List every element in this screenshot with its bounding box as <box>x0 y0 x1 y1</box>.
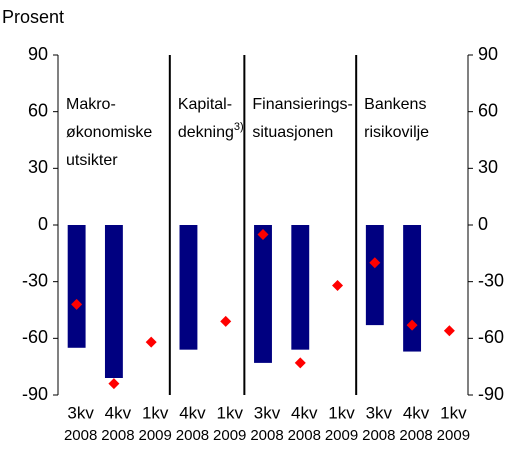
y2-tick-label: 60 <box>478 100 498 120</box>
x-tick-label-year: 2008 <box>288 427 321 444</box>
group-label: situasjonen <box>252 124 333 141</box>
y-tick-label: 30 <box>28 157 48 177</box>
y-tick-label: 90 <box>28 44 48 64</box>
diamond-marker <box>294 357 306 369</box>
x-tick-label-year: 2008 <box>101 427 134 444</box>
x-tick-label: 1kv <box>328 403 355 422</box>
x-tick-label-year: 2009 <box>138 427 171 444</box>
x-tick-label: 1kv <box>142 403 169 422</box>
x-tick-label: 1kv <box>440 403 467 422</box>
diamond-marker <box>220 315 232 327</box>
diamond-marker <box>406 319 418 331</box>
diamond-marker <box>443 325 455 337</box>
y-tick-label: -90 <box>22 384 48 404</box>
x-tick-label-year: 2008 <box>399 427 432 444</box>
y2-tick-label: -30 <box>478 270 504 290</box>
x-tick-label-year: 2009 <box>325 427 358 444</box>
bar <box>291 225 310 350</box>
x-tick-label-year: 2009 <box>213 427 246 444</box>
y2-tick-label: -90 <box>478 384 504 404</box>
x-tick-label: 3kv <box>254 403 281 422</box>
y-tick-label: 60 <box>28 100 48 120</box>
group-label: Bankens <box>364 96 426 113</box>
x-tick-label-year: 2008 <box>362 427 395 444</box>
bar <box>104 225 123 378</box>
bar <box>403 225 422 352</box>
bar <box>365 225 384 326</box>
group-label: Finansierings- <box>252 96 352 113</box>
x-tick-label-year: 2009 <box>437 427 470 444</box>
y2-tick-label: 0 <box>478 214 488 234</box>
y2-tick-label: -60 <box>478 327 504 347</box>
x-tick-label: 4kv <box>403 403 430 422</box>
bar <box>179 225 198 350</box>
x-tick-label: 1kv <box>216 403 243 422</box>
group-label: Kapital- <box>178 96 232 113</box>
x-tick-label: 3kv <box>366 403 393 422</box>
y-tick-label: 0 <box>38 214 48 234</box>
diamond-marker <box>369 257 381 269</box>
diamond-marker <box>71 298 83 310</box>
x-tick-label-year: 2008 <box>250 427 283 444</box>
group-label: dekning <box>178 124 234 141</box>
y-axis-label: Prosent <box>2 7 64 27</box>
x-tick-label: 4kv <box>105 403 132 422</box>
x-tick-label: 4kv <box>291 403 318 422</box>
group-label: risikovilje <box>364 124 429 141</box>
group-label: utsikter <box>66 152 118 169</box>
bar <box>67 225 86 348</box>
y-tick-label: -30 <box>22 270 48 290</box>
bar <box>254 225 272 363</box>
footnote-mark: 3) <box>234 121 244 133</box>
y2-tick-label: 30 <box>478 157 498 177</box>
y2-tick-label: 90 <box>478 44 498 64</box>
x-tick-label: 4kv <box>179 403 206 422</box>
diamond-marker <box>108 378 120 390</box>
y-tick-label: -60 <box>22 327 48 347</box>
group-label: Makro- <box>66 96 116 113</box>
x-tick-label: 3kv <box>67 403 94 422</box>
diamond-marker <box>257 228 269 240</box>
x-tick-label-year: 2008 <box>176 427 209 444</box>
x-tick-label-year: 2008 <box>64 427 97 444</box>
group-label: økonomiske <box>66 124 152 141</box>
diamond-marker <box>145 336 157 348</box>
diamond-marker <box>332 279 344 291</box>
